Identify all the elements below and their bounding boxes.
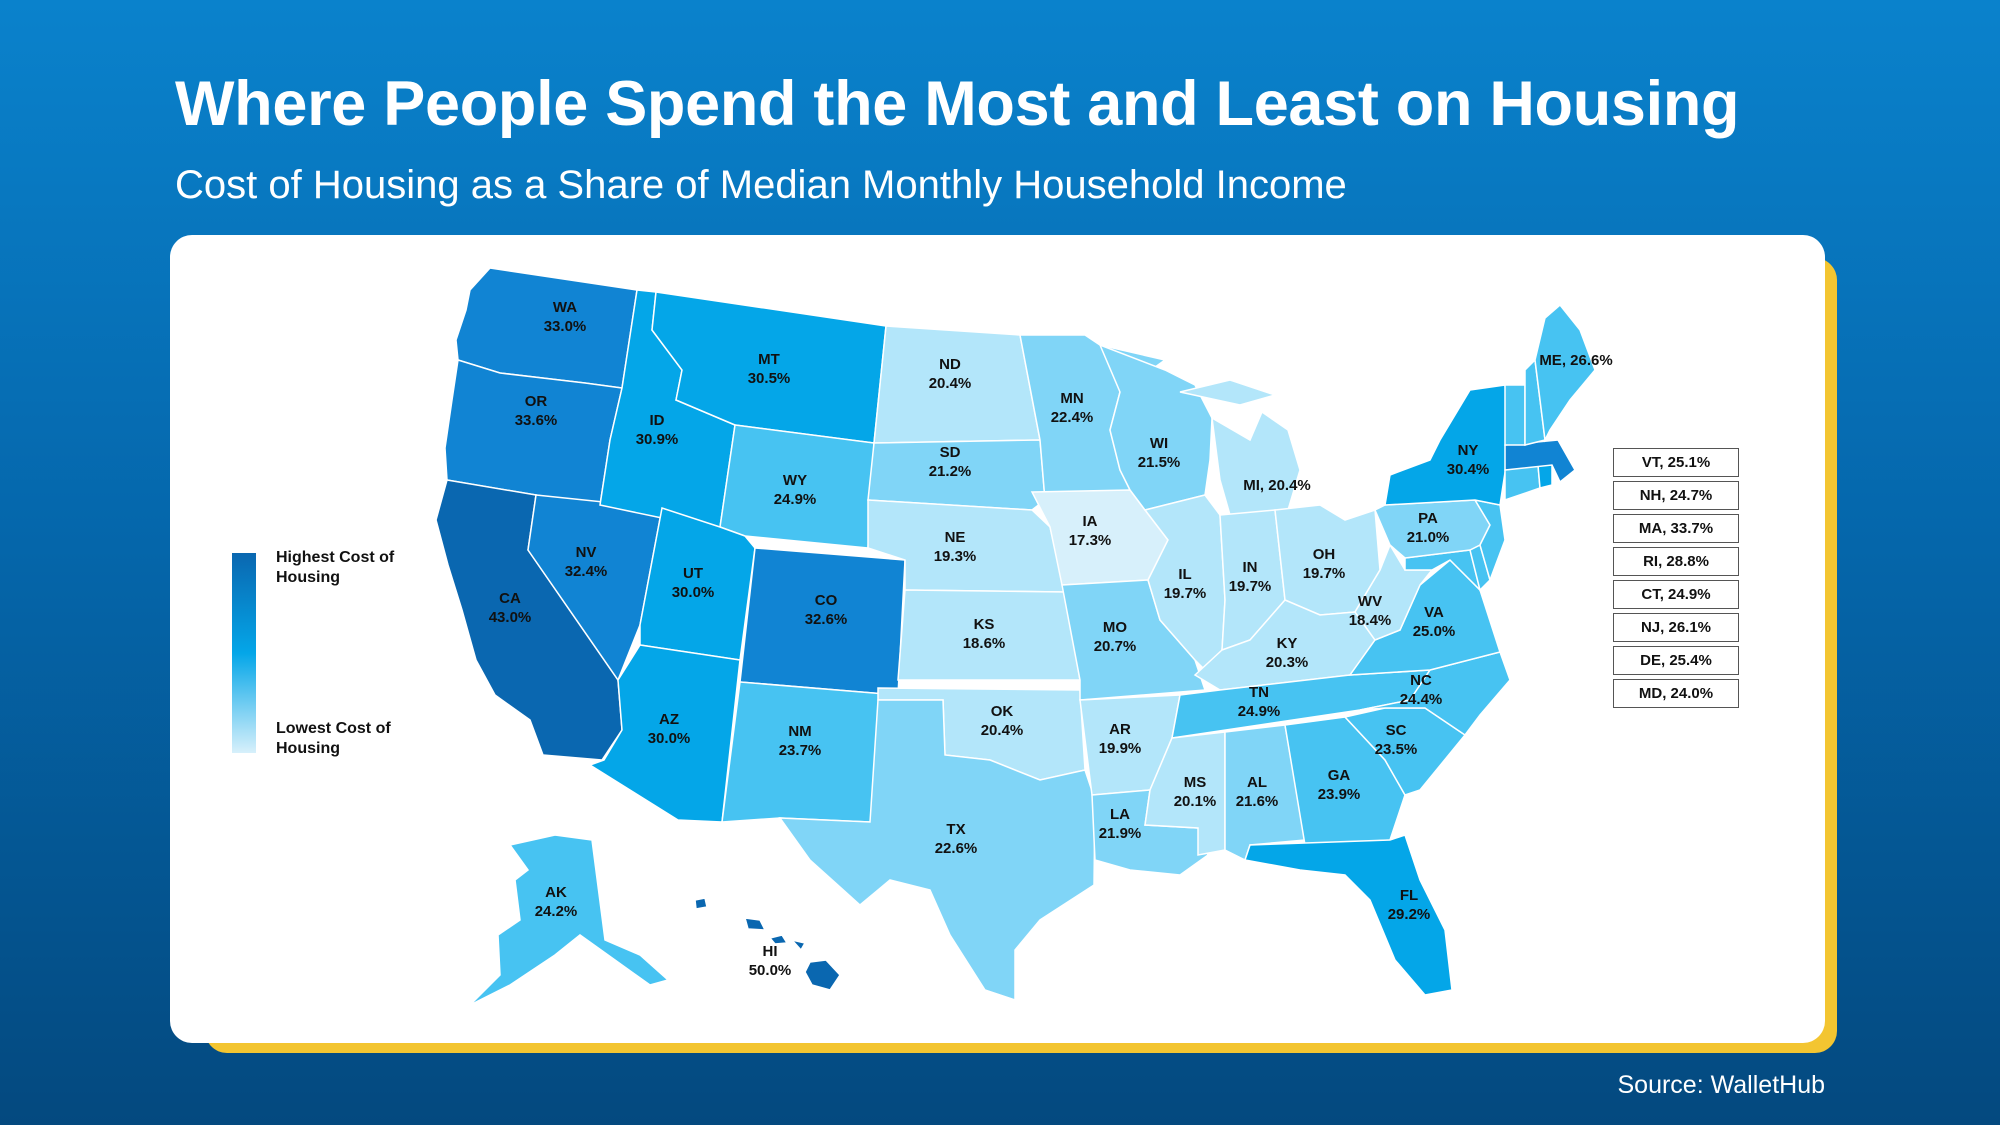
label-ok: OK 20.4%	[981, 703, 1024, 739]
page-title: Where People Spend the Most and Least on…	[175, 69, 1740, 139]
small-state-vt: VT, 25.1%	[1613, 448, 1739, 477]
label-sd: SD 21.2%	[929, 444, 972, 480]
small-state-nj: NJ, 26.1%	[1613, 613, 1739, 642]
label-al: AL 21.6%	[1236, 774, 1279, 810]
label-hi: HI 50.0%	[749, 943, 792, 979]
label-wa: WA 33.0%	[544, 299, 587, 335]
label-fl: FL 29.2%	[1388, 887, 1431, 923]
legend-low-label: Lowest Cost of Housing	[276, 720, 391, 757]
label-ky: KY 20.3%	[1266, 635, 1309, 671]
small-state-ma: MA, 33.7%	[1613, 514, 1739, 543]
small-states-list: VT, 25.1% NH, 24.7% MA, 33.7% RI, 28.8% …	[1613, 448, 1739, 712]
state-ct	[1504, 464, 1541, 502]
label-ia: IA 17.3%	[1069, 513, 1112, 549]
small-state-de: DE, 25.4%	[1613, 646, 1739, 675]
label-oh: OH 19.7%	[1303, 546, 1346, 582]
legend-color-scale	[232, 553, 256, 753]
state-mi	[1179, 379, 1301, 516]
label-la: LA 21.9%	[1099, 806, 1142, 842]
label-wy: WY 24.9%	[774, 472, 817, 508]
label-tn: TN 24.9%	[1238, 684, 1281, 720]
state-ma	[1504, 439, 1576, 484]
state-ri	[1537, 464, 1553, 489]
label-nd: ND 20.4%	[929, 356, 972, 392]
label-nc: NC 24.4%	[1400, 672, 1443, 708]
label-az: AZ 30.0%	[648, 711, 691, 747]
small-state-ri: RI, 28.8%	[1613, 547, 1739, 576]
label-ga: GA 23.9%	[1318, 767, 1361, 803]
state-ny	[1384, 384, 1511, 506]
small-state-nh: NH, 24.7%	[1613, 481, 1739, 510]
state-fl	[1244, 834, 1453, 996]
label-pa: PA 21.0%	[1407, 510, 1450, 546]
state-ak	[469, 834, 670, 1006]
label-id: ID 30.9%	[636, 412, 679, 448]
state-az	[588, 644, 741, 823]
label-tx: TX 22.6%	[935, 821, 978, 857]
state-nc	[1359, 651, 1511, 737]
label-wi: WI 21.5%	[1138, 435, 1181, 471]
label-nv: NV 32.4%	[565, 544, 608, 580]
label-ms: MS 20.1%	[1174, 774, 1217, 810]
state-wy	[719, 424, 875, 549]
label-mt: MT 30.5%	[748, 351, 791, 387]
label-ut: UT 30.0%	[672, 565, 715, 601]
label-me: ME, 26.6%	[1539, 352, 1612, 369]
page-subtitle: Cost of Housing as a Share of Median Mon…	[175, 163, 1347, 207]
state-vt	[1504, 384, 1526, 446]
label-in: IN 19.7%	[1229, 559, 1272, 595]
label-il: IL 19.7%	[1164, 566, 1207, 602]
label-ny: NY 30.4%	[1447, 442, 1490, 478]
label-ak: AK 24.2%	[535, 884, 578, 920]
label-ca: CA 43.0%	[489, 590, 532, 626]
label-ne: NE 19.3%	[934, 529, 977, 565]
label-nm: NM 23.7%	[779, 723, 822, 759]
legend-high-label: Highest Cost of Housing	[276, 549, 395, 586]
label-or: OR 33.6%	[515, 393, 558, 429]
small-state-ct: CT, 24.9%	[1613, 580, 1739, 609]
small-state-md: MD, 24.0%	[1613, 679, 1739, 708]
label-mi: MI, 20.4%	[1243, 477, 1311, 494]
state-me	[1534, 303, 1596, 443]
label-mo: MO 20.7%	[1094, 619, 1137, 655]
state-ut	[639, 507, 756, 661]
label-ar: AR 19.9%	[1099, 721, 1142, 757]
label-wv: WV 18.4%	[1349, 593, 1392, 629]
label-mn: MN 22.4%	[1051, 390, 1094, 426]
label-va: VA 25.0%	[1413, 604, 1456, 640]
label-co: CO 32.6%	[805, 592, 848, 628]
label-sc: SC 23.5%	[1375, 722, 1418, 758]
label-ks: KS 18.6%	[963, 616, 1006, 652]
source-credit: Source: WalletHub	[1617, 1071, 1826, 1099]
state-hi	[694, 897, 841, 991]
state-tx	[778, 699, 1096, 1002]
